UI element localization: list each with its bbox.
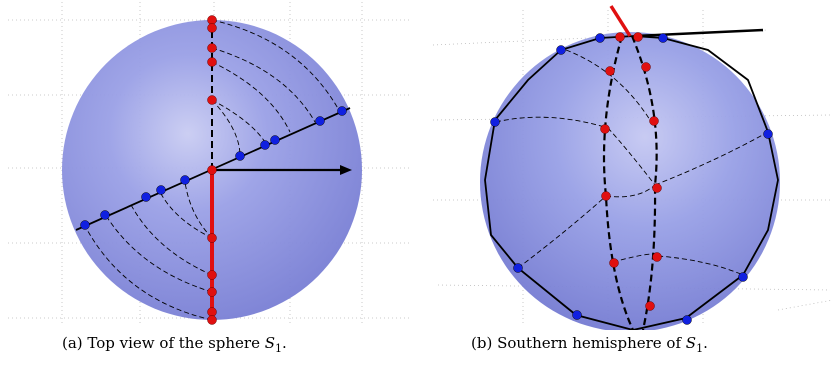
blue-point — [490, 117, 500, 127]
southern-hemisphere-diagram — [432, 5, 834, 330]
blue-point — [658, 33, 668, 43]
blue-points — [490, 33, 773, 325]
blue-point — [572, 310, 582, 320]
red-point — [207, 315, 217, 325]
panel-b-southern-hemisphere: (b) Southern hemisphere of S1. — [418, 0, 837, 369]
meridian-left — [602, 35, 634, 330]
blue-point — [556, 45, 566, 55]
red-points — [600, 32, 662, 311]
blue-point — [141, 192, 151, 202]
red-points — [207, 15, 217, 325]
meridian-right — [630, 35, 658, 330]
blue-points — [80, 106, 347, 230]
blue-point — [763, 129, 773, 139]
blue-point — [315, 116, 325, 126]
red-point — [615, 32, 625, 42]
hemisphere-s1 — [480, 32, 780, 330]
red-point — [207, 307, 217, 317]
blue-point — [100, 210, 110, 220]
blue-point — [513, 263, 523, 273]
blue-point — [156, 185, 166, 195]
red-point — [652, 183, 662, 193]
red-point — [207, 270, 217, 280]
red-point — [207, 43, 217, 53]
blue-point — [270, 135, 280, 145]
red-point — [600, 124, 610, 134]
red-point — [207, 15, 217, 25]
red-point — [207, 233, 217, 243]
blue-point — [235, 151, 245, 161]
blue-point — [595, 33, 605, 43]
blue-point — [738, 272, 748, 282]
red-point — [633, 32, 643, 42]
red-point — [649, 116, 659, 126]
red-point — [207, 23, 217, 33]
red-stub — [609, 5, 632, 37]
arrow-head — [340, 165, 352, 175]
red-point — [645, 301, 655, 311]
blue-point — [80, 220, 90, 230]
red-point — [652, 252, 662, 262]
dashed-meridians — [84, 19, 341, 321]
tangent-line — [633, 28, 764, 38]
red-point — [609, 258, 619, 268]
red-point — [207, 57, 217, 67]
red-point — [641, 62, 651, 72]
caption-a: (a) Top view of the sphere S1. — [62, 334, 287, 355]
red-point — [605, 66, 615, 76]
sphere-top-view-diagram — [8, 2, 412, 325]
red-point — [207, 287, 217, 297]
blue-point — [180, 175, 190, 185]
panel-a-top-view: (a) Top view of the sphere S1. — [0, 0, 418, 369]
blue-point — [682, 315, 692, 325]
dashed-curves — [495, 49, 769, 276]
red-point — [601, 191, 611, 201]
blue-point — [337, 106, 347, 116]
red-point — [207, 95, 217, 105]
caption-b: (b) Southern hemisphere of S1. — [471, 334, 708, 355]
blue-point — [260, 140, 270, 150]
red-point — [207, 165, 217, 175]
